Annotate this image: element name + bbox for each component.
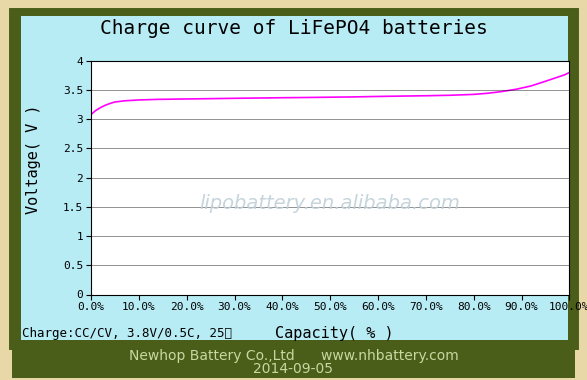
FancyBboxPatch shape [12,345,575,378]
Text: Charge:CC/CV, 3.8V/0.5C, 25℃: Charge:CC/CV, 3.8V/0.5C, 25℃ [22,327,232,340]
FancyBboxPatch shape [12,11,575,346]
Text: Newhop Battery Co.,Ltd      www.nhbattery.com: Newhop Battery Co.,Ltd www.nhbattery.com [129,350,458,363]
Text: 2014-09-05: 2014-09-05 [254,363,333,376]
Text: Capacity( % ): Capacity( % ) [275,326,394,341]
Text: lipobattery.en.alibaba.com: lipobattery.en.alibaba.com [200,195,461,214]
FancyBboxPatch shape [21,16,568,340]
Text: Charge curve of LiFePO4 batteries: Charge curve of LiFePO4 batteries [100,19,487,38]
Text: Voltage( V ): Voltage( V ) [26,105,41,214]
